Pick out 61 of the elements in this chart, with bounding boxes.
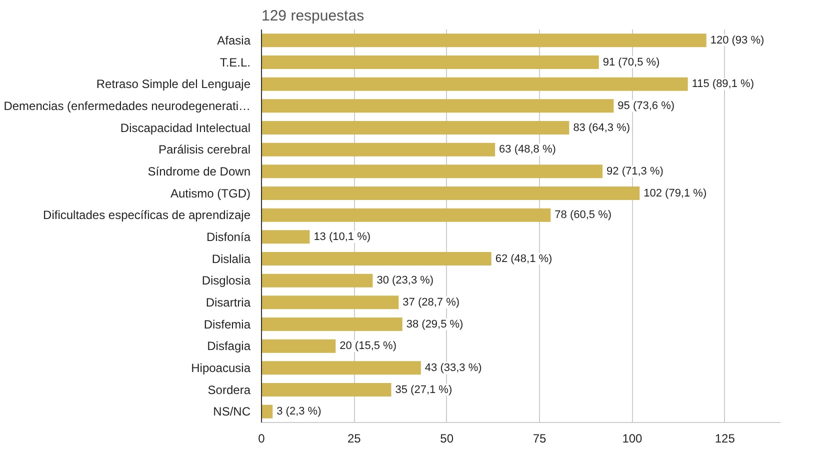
data-label: 38 (29,5 %) bbox=[406, 318, 464, 330]
y-tick-label: Disfagia bbox=[207, 339, 251, 354]
bar bbox=[262, 274, 373, 288]
y-tick-label: Dificultades específicas de aprendizaje bbox=[43, 208, 251, 222]
bar bbox=[262, 34, 706, 48]
bar bbox=[262, 186, 640, 200]
data-label: 20 (15,5 %) bbox=[340, 340, 397, 352]
bar bbox=[262, 252, 492, 266]
bar bbox=[262, 77, 688, 91]
y-tick-label: Disartria bbox=[206, 295, 251, 310]
bar bbox=[262, 339, 336, 353]
bar bbox=[262, 404, 273, 418]
data-label: 115 (89,1 %) bbox=[692, 78, 754, 90]
data-label: 3 (2,3 %) bbox=[276, 406, 322, 418]
y-tick-label: Dislalia bbox=[212, 252, 251, 266]
x-tick-label: 0 bbox=[258, 432, 266, 446]
y-tick-label: Parálisis cerebral bbox=[158, 142, 251, 157]
bar bbox=[262, 164, 603, 178]
bar bbox=[262, 120, 570, 135]
y-tick-label: Retraso Simple del Lenguaje bbox=[96, 77, 251, 92]
data-label: 92 (71,3 %) bbox=[606, 165, 664, 178]
y-tick-label: Disfemia bbox=[204, 317, 251, 332]
y-tick-label: NS/NC bbox=[213, 404, 251, 419]
bar bbox=[262, 142, 496, 156]
data-label: 35 (27,1 %) bbox=[395, 384, 452, 396]
data-label: 43 (33,3 %) bbox=[424, 362, 482, 374]
y-tick-label: Demencias (enfermedades neurodegenerati… bbox=[4, 98, 251, 113]
x-tick-label: 50 bbox=[440, 432, 454, 446]
y-tick-label: Afasia bbox=[217, 33, 251, 48]
chart-title: 129 respuestas bbox=[262, 8, 364, 24]
bar bbox=[262, 317, 402, 332]
x-tick-label: 125 bbox=[714, 432, 736, 446]
y-tick-label: Hipoacusia bbox=[191, 360, 251, 375]
x-tick-label: 25 bbox=[348, 432, 362, 446]
bar bbox=[262, 230, 310, 244]
data-label: 13 (10,1 %) bbox=[314, 230, 371, 243]
data-label: 102 (79,1 %) bbox=[644, 187, 707, 200]
y-tick-label: Sordera bbox=[208, 382, 251, 397]
bar bbox=[262, 361, 421, 375]
data-label: 83 (64,3 %) bbox=[573, 122, 630, 134]
bar bbox=[262, 208, 551, 222]
data-label: 37 (28,7 %) bbox=[402, 296, 460, 308]
bar bbox=[262, 296, 399, 310]
y-tick-label: Autismo (TGD) bbox=[170, 186, 251, 200]
bar bbox=[262, 55, 599, 70]
data-label: 91 (70,5 %) bbox=[602, 56, 660, 68]
data-label: 95 (73,6 %) bbox=[618, 100, 675, 112]
y-tick-label: Disfonía bbox=[206, 230, 251, 244]
x-tick-label: 75 bbox=[532, 432, 547, 446]
y-tick-label: Síndrome de Down bbox=[148, 164, 251, 178]
y-tick-label: Discapacidad Intelectual bbox=[120, 120, 250, 135]
bar bbox=[262, 382, 392, 397]
data-label: 78 (60,5 %) bbox=[554, 209, 612, 222]
bar bbox=[262, 99, 614, 113]
data-label: 63 (48,8 %) bbox=[499, 144, 556, 156]
y-tick-label: T.E.L. bbox=[220, 55, 251, 70]
data-label: 30 (23,3 %) bbox=[376, 274, 434, 287]
data-label: 120 (93 %) bbox=[710, 34, 764, 46]
x-tick-label: 100 bbox=[622, 432, 643, 446]
y-tick-label: Disglosia bbox=[202, 274, 251, 288]
data-label: 62 (48,1 %) bbox=[495, 252, 552, 265]
